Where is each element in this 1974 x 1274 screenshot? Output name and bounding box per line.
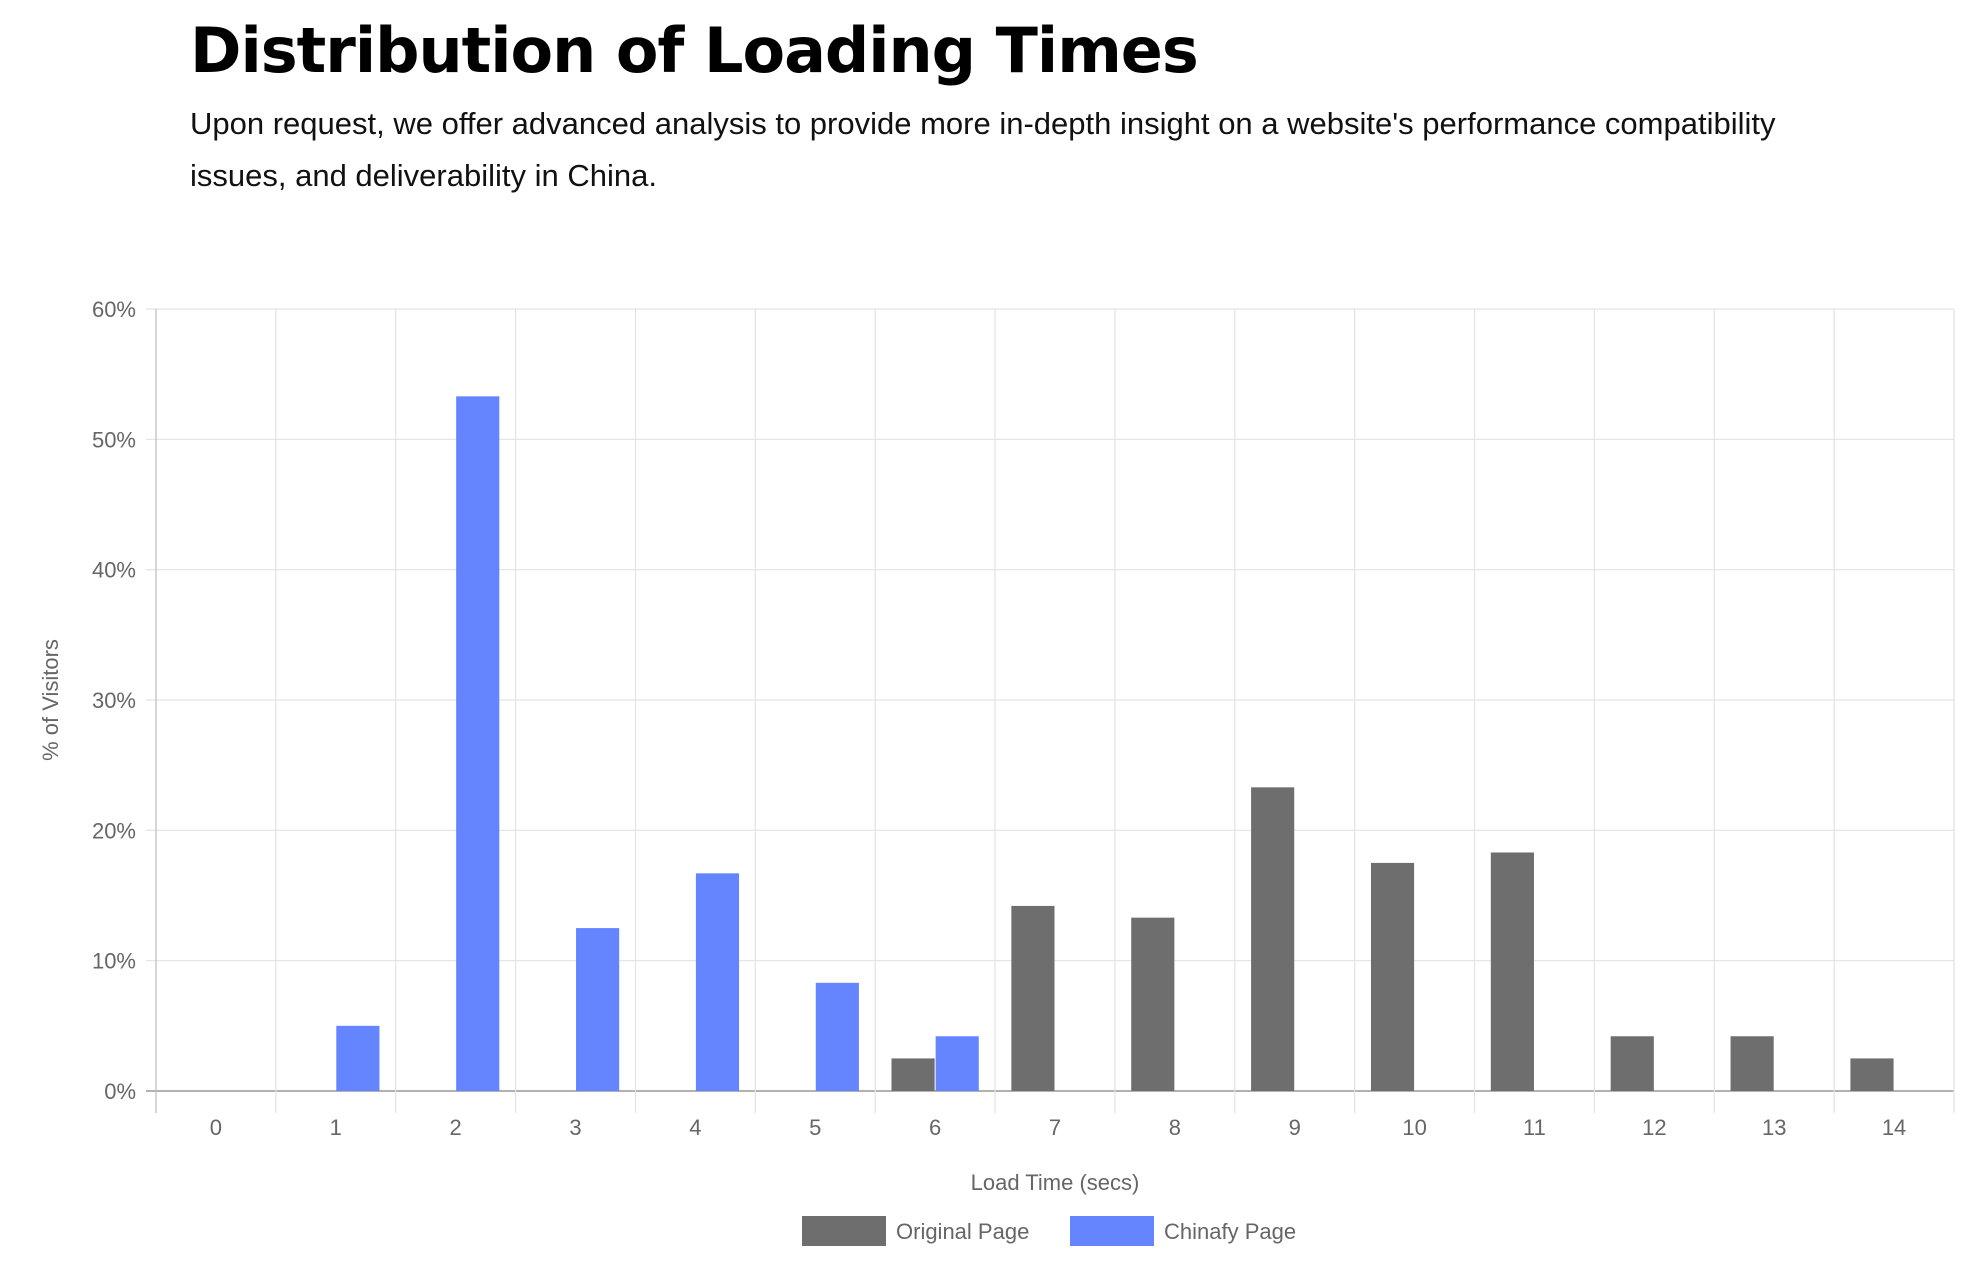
bar-original-page[interactable] [1490, 852, 1534, 1091]
y-axis-title: % of Visitors [38, 639, 63, 761]
y-tick-label: 10% [92, 949, 136, 974]
page-title: Distribution of Loading Times [190, 14, 1199, 87]
chart-legend[interactable]: Original Page Chinafy Page [802, 1216, 1296, 1246]
bar-original-page[interactable] [1131, 917, 1175, 1091]
y-tick-label: 50% [92, 427, 136, 452]
x-tick-label: 10 [1402, 1115, 1426, 1140]
bar-original-page[interactable] [1610, 1036, 1654, 1091]
bar-chinafy-page[interactable] [695, 873, 740, 1091]
x-tick-label: 14 [1882, 1115, 1906, 1140]
bar-original-page[interactable] [1011, 905, 1055, 1091]
y-tick-label: 0% [104, 1079, 136, 1104]
y-tick-label: 30% [92, 688, 136, 713]
bar-original-page[interactable] [1370, 862, 1415, 1091]
chart-grid [146, 308, 1955, 1113]
x-tick-label: 12 [1642, 1115, 1666, 1140]
y-tick-label: 40% [92, 558, 136, 583]
x-tick-label: 13 [1762, 1115, 1786, 1140]
page-header: Distribution of Loading Times Upon reque… [190, 8, 1790, 202]
legend-swatch [802, 1216, 886, 1246]
x-tick-label: 8 [1169, 1115, 1181, 1140]
legend-label: Original Page [896, 1219, 1029, 1244]
x-tick-label: 1 [330, 1115, 342, 1140]
legend-item-chinafy-page[interactable]: Chinafy Page [1070, 1216, 1296, 1246]
x-tick-label: 3 [569, 1115, 581, 1140]
x-tick-label: 0 [210, 1115, 222, 1140]
x-tick-label: 7 [1049, 1115, 1061, 1140]
legend-label: Chinafy Page [1164, 1219, 1296, 1244]
x-tick-label: 6 [929, 1115, 941, 1140]
x-tick-label: 2 [450, 1115, 462, 1140]
bar-original-page[interactable] [1850, 1058, 1894, 1091]
chart-bars [336, 396, 1894, 1091]
bar-chinafy-page[interactable] [456, 396, 500, 1091]
chart-ticks: 0%10%20%30%40%50%60%0 1 2 3 4 5 6 7 8 9 10 11 12 13 14 [92, 297, 1906, 1140]
x-axis-title: Load Time (secs) [971, 1170, 1140, 1195]
bar-original-page[interactable] [1251, 787, 1295, 1091]
legend-item-original-page[interactable]: Original Page [802, 1216, 1029, 1246]
bar-chinafy-page[interactable] [576, 928, 620, 1091]
x-tick-label: 9 [1289, 1115, 1301, 1140]
bar-original-page[interactable] [891, 1058, 935, 1091]
bar-chinafy-page[interactable] [815, 982, 859, 1091]
bar-chinafy-page[interactable] [336, 1025, 380, 1091]
x-tick-label: 5 [809, 1115, 821, 1140]
y-tick-label: 60% [92, 297, 136, 322]
bar-chinafy-page[interactable] [935, 1036, 979, 1091]
legend-swatch [1070, 1216, 1154, 1246]
x-tick-label: 11 [1523, 1115, 1546, 1140]
page-subtitle: Upon request, we offer advanced analysis… [190, 106, 1776, 193]
bar-original-page[interactable] [1730, 1036, 1774, 1091]
y-tick-label: 20% [92, 818, 136, 843]
x-tick-label: 4 [689, 1115, 701, 1140]
